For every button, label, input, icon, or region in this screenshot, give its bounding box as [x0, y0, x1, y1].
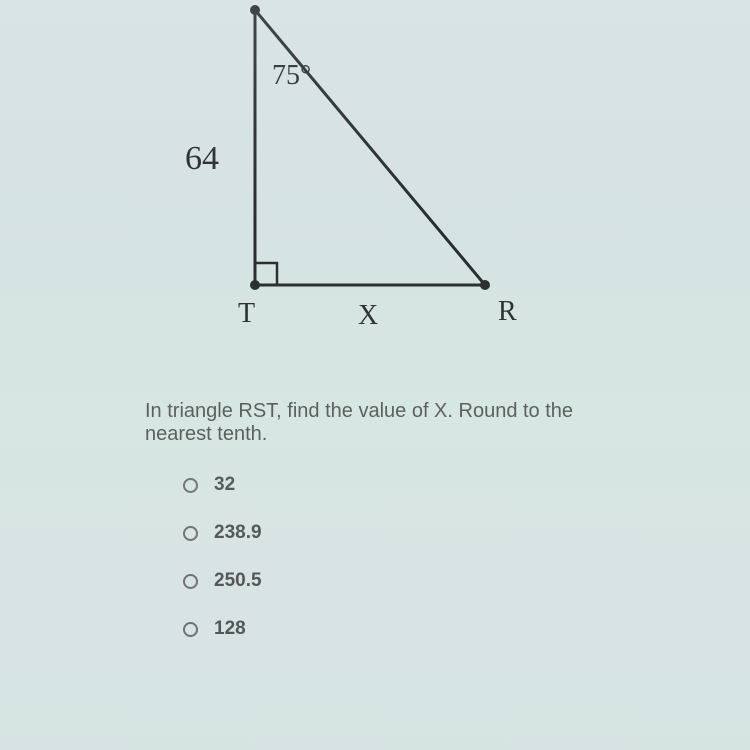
vertex-r-dot: [480, 280, 490, 290]
side-st-label: 64: [185, 140, 219, 178]
option-label: 250.5: [214, 570, 262, 592]
option-label: 128: [214, 618, 246, 640]
angle-label: 75°: [272, 60, 311, 92]
vertex-t-dot: [250, 280, 260, 290]
radio-icon: [183, 574, 198, 589]
option-0[interactable]: 32: [183, 474, 645, 496]
side-sr: [255, 10, 485, 285]
radio-icon: [183, 526, 198, 541]
triangle-diagram: 75° 64 T R X: [0, 0, 750, 360]
vertex-t-label: T: [238, 298, 255, 330]
radio-icon: [183, 622, 198, 637]
question-text: In triangle RST, find the value of X. Ro…: [145, 400, 645, 446]
options-list: 32 238.9 250.5 128: [183, 474, 645, 640]
option-3[interactable]: 128: [183, 618, 645, 640]
side-tr-label: X: [358, 300, 378, 332]
vertex-r-label: R: [498, 296, 517, 328]
option-label: 238.9: [214, 522, 262, 544]
option-label: 32: [214, 474, 235, 496]
option-1[interactable]: 238.9: [183, 522, 645, 544]
vertex-s-dot: [250, 5, 260, 15]
option-2[interactable]: 250.5: [183, 570, 645, 592]
radio-icon: [183, 478, 198, 493]
question-block: In triangle RST, find the value of X. Ro…: [145, 400, 645, 666]
